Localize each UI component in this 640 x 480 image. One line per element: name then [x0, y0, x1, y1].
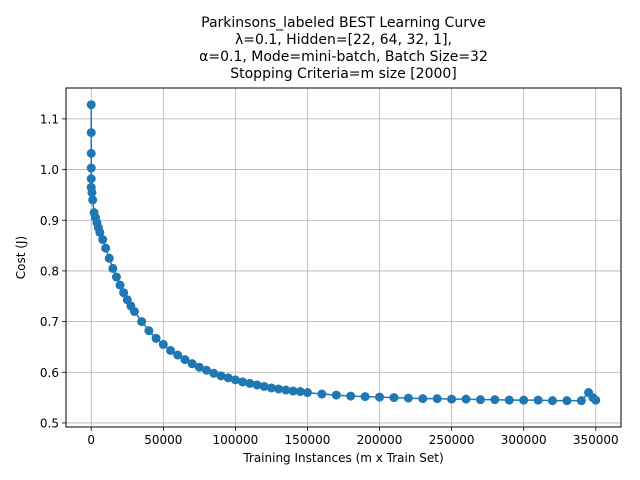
- series-line: [90, 104, 597, 402]
- data-point: [86, 148, 96, 158]
- title-line-2: λ=0.1, Hidden=[22, 64, 32, 1],: [235, 32, 452, 48]
- data-point: [259, 381, 269, 391]
- x-tick-label: 50000: [144, 433, 182, 447]
- data-point: [519, 395, 529, 405]
- plot-frame: [65, 87, 622, 428]
- data-point: [447, 394, 457, 404]
- data-point: [548, 396, 558, 406]
- y-tick-label: 1.1: [40, 112, 59, 126]
- data-point: [119, 288, 129, 298]
- y-tick-label: 1.0: [40, 163, 59, 177]
- y-axis: 0.5 0.6 0.7 0.8 0.9 1.0 1.1: [40, 112, 66, 430]
- data-point: [245, 378, 255, 388]
- y-tick-label: 0.8: [40, 264, 59, 278]
- data-point: [173, 350, 183, 360]
- y-tick-label: 0.5: [40, 416, 59, 430]
- y-axis-label: Cost (J): [14, 236, 28, 279]
- data-point: [223, 373, 233, 383]
- data-point: [104, 253, 114, 263]
- data-point: [252, 380, 262, 390]
- data-point: [490, 395, 500, 405]
- data-point: [86, 163, 96, 173]
- data-point: [266, 383, 276, 393]
- data-point: [281, 385, 291, 395]
- data-point: [295, 387, 305, 397]
- data-point: [86, 128, 96, 138]
- data-point: [216, 371, 226, 381]
- data-point: [576, 396, 586, 406]
- data-point: [238, 377, 248, 387]
- data-point: [317, 389, 327, 399]
- x-tick-label: 150000: [285, 433, 331, 447]
- data-point: [88, 195, 98, 205]
- data-point: [108, 263, 118, 273]
- data-point: [209, 368, 219, 378]
- data-point: [194, 362, 204, 372]
- data-point: [389, 393, 399, 403]
- data-point: [375, 392, 385, 402]
- x-tick-label: 0: [87, 433, 95, 447]
- data-point: [129, 306, 139, 316]
- title-line-4: Stopping Criteria=m size [2000]: [230, 66, 457, 82]
- data-point: [418, 394, 428, 404]
- data-point: [95, 227, 105, 237]
- x-tick-label: 300000: [501, 433, 547, 447]
- grid: [66, 88, 621, 427]
- data-point: [101, 243, 111, 253]
- data-point: [432, 394, 442, 404]
- data-point: [86, 100, 96, 110]
- x-tick-label: 200000: [357, 433, 403, 447]
- series-cost: [86, 100, 601, 406]
- data-point: [288, 386, 298, 396]
- data-point: [533, 395, 543, 405]
- data-point: [591, 395, 601, 405]
- data-point: [166, 345, 176, 355]
- data-point: [331, 390, 341, 400]
- y-tick-label: 0.6: [40, 366, 59, 380]
- data-point: [475, 395, 485, 405]
- data-point: [137, 317, 147, 327]
- data-point: [86, 174, 96, 184]
- data-point: [302, 388, 312, 398]
- data-point: [230, 375, 240, 385]
- data-point: [562, 396, 572, 406]
- x-tick-label: 350000: [573, 433, 619, 447]
- data-point: [115, 280, 125, 290]
- data-point: [144, 326, 154, 336]
- data-point: [403, 393, 413, 403]
- chart-title: Parkinsons_labeled BEST Learning Curve λ…: [199, 15, 488, 82]
- data-point: [98, 235, 108, 245]
- data-point: [151, 333, 161, 343]
- x-tick-label: 250000: [429, 433, 475, 447]
- data-point: [158, 339, 168, 349]
- data-point: [346, 391, 356, 401]
- data-point: [180, 355, 190, 365]
- data-point: [461, 394, 471, 404]
- y-tick-label: 0.9: [40, 214, 59, 228]
- data-point: [87, 187, 97, 197]
- y-tick-label: 0.7: [40, 315, 59, 329]
- data-point: [274, 384, 284, 394]
- x-axis-label: Training Instances (m x Train Set): [242, 451, 443, 465]
- data-point: [504, 395, 514, 405]
- data-point: [111, 272, 121, 282]
- data-point: [202, 365, 212, 375]
- x-tick-label: 100000: [212, 433, 258, 447]
- title-line-1: Parkinsons_labeled BEST Learning Curve: [201, 15, 486, 31]
- data-point: [187, 359, 197, 369]
- data-point: [360, 392, 370, 402]
- title-line-3: α=0.1, Mode=mini-batch, Batch Size=32: [199, 49, 488, 65]
- x-axis: 0 50000 100000 150000 200000 250000 300000 3500…: [87, 427, 619, 447]
